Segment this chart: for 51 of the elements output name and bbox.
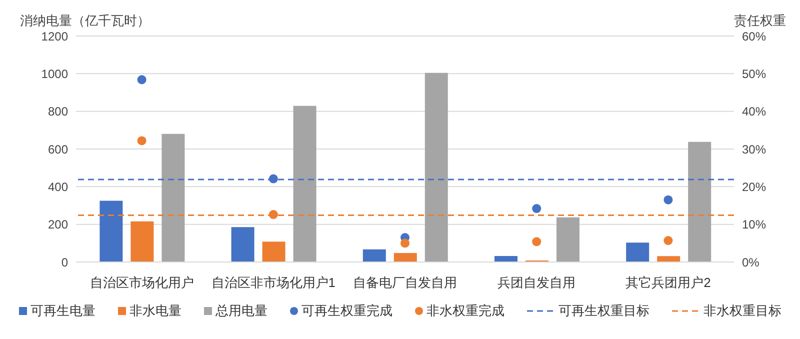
bar [556,217,580,262]
y2-tick-label: 20% [742,180,766,194]
x-tick-label: 自治区市场化用户 [90,275,194,290]
y2-tick-label: 10% [742,218,766,232]
y2-tick-label: 30% [742,142,766,156]
y-tick-label: 800 [48,104,68,119]
bar [100,200,123,262]
bar [424,72,448,262]
legend-label: 非水权重完成 [426,302,504,320]
point [268,210,278,220]
y2-axis-title: 责任权重 [734,12,786,30]
legend-label: 非水电量 [128,302,182,320]
point [137,75,146,84]
point [400,238,410,248]
point [664,236,673,246]
legend-label: 非水权重目标 [702,302,782,320]
bar [262,242,286,262]
bar [130,221,154,262]
x-tick-label: 自治区非市场化用户1 [211,275,336,290]
legend-label: 可再生电量 [30,302,96,320]
bar [293,106,316,262]
bar [162,134,185,262]
x-tick-label: 兵团自发自用 [498,275,576,290]
bar [394,252,417,262]
legend-label: 总用电量 [214,302,268,320]
y-tick-label: 200 [48,218,68,232]
x-tick-label: 其它兵团用户2 [626,275,711,290]
y-tick-label: 1000 [41,66,68,81]
bar [626,242,650,262]
y2-tick-label: 40% [742,104,766,119]
bar [231,227,254,262]
legend-label: 可再生权重目标 [558,302,650,320]
y-tick-label: 400 [48,180,68,194]
y-tick-label: 600 [48,142,68,156]
y2-tick-label: 0% [742,255,760,270]
y-tick-label: 1200 [41,29,68,44]
y2-tick-label: 60% [742,29,766,44]
bar [688,142,712,262]
y2-tick-label: 50% [742,66,766,81]
y-axis-title: 消纳电量（亿千瓦时） [20,12,150,30]
point [664,195,673,204]
point [532,204,542,214]
point [532,237,542,246]
point [268,174,278,184]
x-tick-label: 自备电厂自发自用 [353,275,457,290]
bar [657,256,680,262]
legend-label: 可再生权重完成 [300,302,392,320]
bar [494,256,518,262]
point [137,136,146,146]
y-tick-label: 0 [61,255,68,270]
bar [362,249,386,262]
